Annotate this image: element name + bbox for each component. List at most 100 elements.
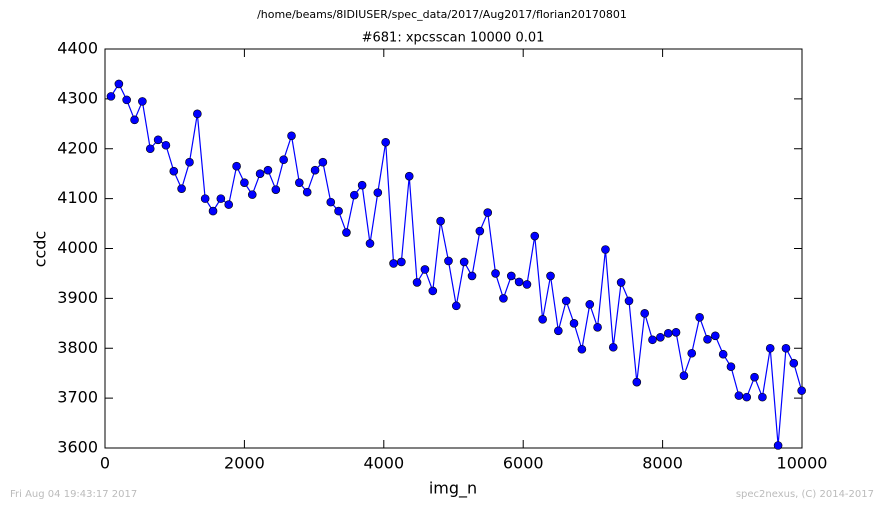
data-point: [287, 131, 296, 141]
data-point: [185, 157, 194, 167]
data-point: [718, 349, 728, 359]
data-point: [608, 342, 618, 352]
data-point: [710, 331, 720, 341]
data-point: [200, 194, 210, 203]
data-point: [616, 278, 626, 287]
footer-right: spec2nexus, (C) 2014-2017: [736, 489, 874, 500]
y-tick-label: 4400: [57, 39, 98, 58]
y-tick-label: 3800: [57, 338, 98, 357]
data-point: [530, 231, 540, 241]
data-point: [750, 372, 759, 382]
data-point: [389, 259, 398, 268]
data-point: [404, 171, 414, 181]
data-point: [522, 280, 532, 289]
y-tick-label: 4300: [57, 88, 98, 107]
suptitle: /home/beams/8IDIUSER/spec_data/2017/Aug2…: [257, 8, 627, 21]
data-point: [554, 326, 563, 336]
data-point: [569, 319, 579, 328]
data-point: [318, 157, 328, 167]
data-point: [781, 343, 791, 353]
data-point: [546, 271, 555, 281]
data-point: [342, 228, 351, 237]
data-point: [773, 441, 783, 450]
chart-title: #681: xpcsscan 10000 0.01: [362, 31, 545, 46]
data-point: [632, 377, 642, 387]
data-point: [585, 300, 595, 309]
data-point: [365, 239, 375, 248]
data-point: [216, 194, 226, 203]
data-point: [726, 362, 736, 372]
data-point: [648, 335, 657, 345]
data-point: [514, 277, 524, 287]
data-point: [412, 278, 422, 287]
data-point: [122, 95, 131, 105]
data-point: [381, 137, 390, 147]
x-tick-label: 8000: [642, 454, 683, 473]
data-point: [734, 391, 744, 400]
data-point: [373, 188, 383, 197]
data-point: [247, 190, 257, 199]
data-point: [436, 216, 445, 226]
y-tick-label: 3700: [57, 388, 98, 407]
y-tick-label: 4000: [57, 238, 98, 257]
data-point: [357, 180, 367, 190]
data-point: [106, 92, 116, 101]
data-point: [561, 296, 571, 306]
y-tick-label: 3900: [57, 288, 98, 307]
data-point: [295, 178, 304, 187]
data-point: [271, 185, 281, 194]
data-point: [153, 135, 163, 145]
data-point: [679, 371, 689, 380]
data-point: [593, 323, 602, 332]
data-point: [499, 294, 508, 303]
footer-left: Fri Aug 04 19:43:17 2017: [10, 489, 137, 500]
data-point: [428, 286, 438, 296]
data-point: [208, 206, 218, 216]
data-point: [656, 332, 665, 342]
data-point: [169, 166, 179, 176]
x-tick-label: 10000: [777, 454, 828, 473]
data-point: [506, 271, 516, 281]
data-point: [467, 271, 477, 281]
data-point: [538, 315, 547, 324]
data-point: [302, 187, 312, 197]
data-point: [350, 190, 359, 200]
data-point: [334, 206, 343, 216]
data-point: [263, 165, 273, 175]
y-tick-label: 4200: [57, 138, 98, 157]
data-point: [193, 109, 202, 119]
x-tick-label: 6000: [503, 454, 544, 473]
data-point: [742, 392, 752, 402]
data-point: [397, 257, 406, 267]
data-point: [663, 328, 673, 338]
data-point: [240, 178, 249, 187]
data-point: [459, 257, 469, 267]
data-point: [475, 226, 485, 236]
y-axis-label: ccdc: [31, 231, 50, 268]
data-point: [130, 115, 139, 125]
data-point: [232, 161, 241, 171]
data-point: [624, 296, 634, 306]
y-tick-label: 4100: [57, 188, 98, 207]
data-point: [326, 197, 336, 207]
data-point: [114, 79, 124, 89]
data-point: [444, 256, 453, 266]
x-tick-label: 4000: [363, 454, 404, 473]
data-point: [451, 301, 461, 311]
data-point: [671, 327, 681, 337]
data-point: [703, 334, 712, 344]
data-point: [483, 208, 493, 217]
data-point: [765, 343, 775, 353]
data-point: [138, 97, 147, 106]
data-point: [177, 184, 186, 193]
data-point: [797, 386, 806, 395]
x-axis-label: img_n: [429, 479, 477, 499]
data-point: [695, 313, 704, 322]
x-tick-label: 2000: [224, 454, 265, 473]
plot-area: [104, 48, 803, 449]
x-tick-label: 0: [100, 454, 110, 473]
data-point: [161, 140, 171, 150]
data-line: [110, 82, 803, 446]
data-point: [255, 169, 265, 178]
